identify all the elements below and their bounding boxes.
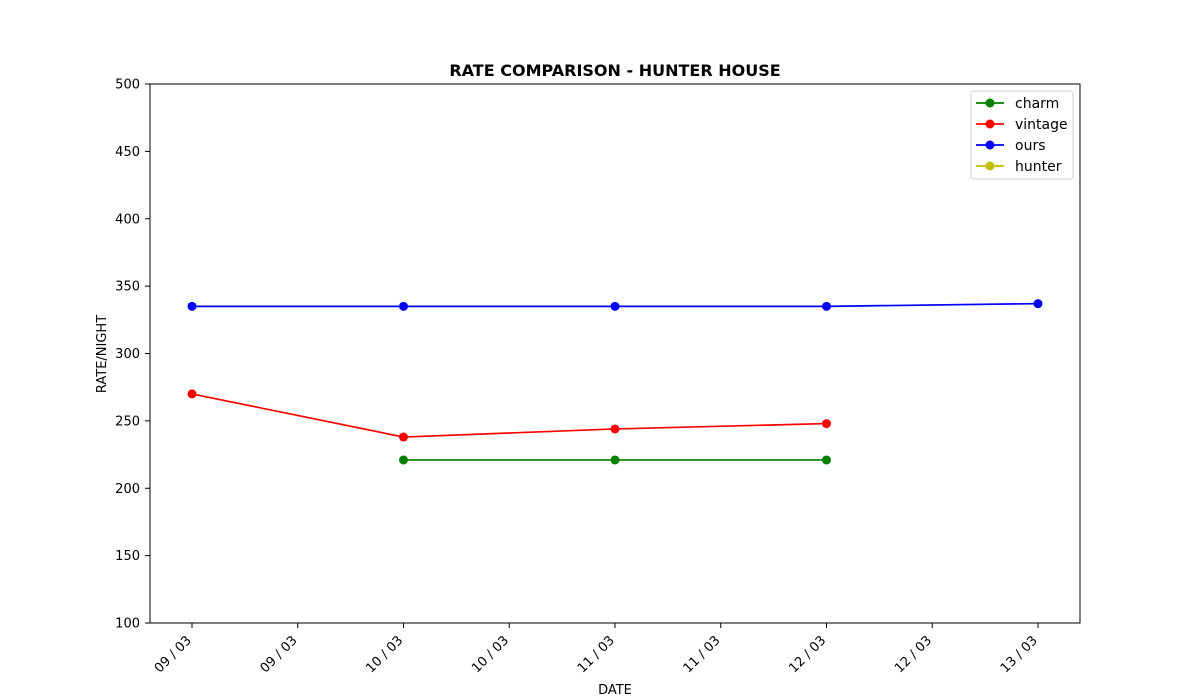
legend-marker [985, 140, 995, 150]
plot-frame [149, 83, 1081, 624]
data-point-ours [187, 301, 197, 311]
y-axis: 100 150 200 250 300 350 400 450 500 [115, 78, 150, 632]
y-tick-label: 250 [115, 414, 140, 429]
y-tick-label: 150 [115, 549, 140, 564]
y-tick-label: 200 [115, 482, 140, 497]
legend-marker [985, 161, 995, 171]
y-tick-label: 450 [115, 145, 140, 160]
legend-box [970, 90, 1074, 180]
legend-item-vintage: vintage [976, 117, 1068, 133]
data-point-vintage [822, 419, 831, 429]
y-tick-label: 350 [115, 280, 140, 295]
legend-label: hunter [1015, 159, 1062, 175]
y-axis-label: RATE/NIGHT [95, 315, 110, 393]
legend: charm vintage ours hunter [970, 90, 1074, 180]
data-point-charm [610, 455, 620, 465]
x-axis-label: DATE [598, 683, 632, 698]
data-point-ours [399, 301, 408, 311]
legend-item-ours: ours [976, 138, 1046, 154]
data-point-charm [399, 455, 408, 465]
legend-item-hunter: hunter [976, 159, 1062, 175]
data-point-vintage [399, 432, 408, 442]
legend-label: ours [1015, 138, 1046, 154]
legend-marker [985, 98, 995, 108]
legend-label: vintage [1015, 117, 1068, 133]
data-point-charm [822, 455, 831, 465]
series-charm [399, 455, 831, 465]
legend-marker [985, 119, 995, 129]
data-point-ours [1033, 299, 1043, 309]
y-tick-label: 500 [115, 78, 140, 93]
series-line-vintage [191, 393, 827, 438]
y-tick-label: 300 [115, 347, 140, 362]
y-tick-label: 400 [115, 212, 140, 227]
y-tick-label: 100 [115, 617, 140, 632]
data-point-vintage [610, 424, 620, 434]
series-ours [187, 299, 1043, 311]
series-vintage [187, 389, 831, 442]
legend-item-charm: charm [976, 96, 1059, 112]
plot-area [187, 299, 1043, 465]
data-point-ours [610, 301, 620, 311]
data-point-ours [822, 301, 831, 311]
chart-title: RATE COMPARISON - HUNTER HOUSE [449, 61, 780, 80]
legend-label: charm [1015, 96, 1059, 112]
data-point-vintage [187, 389, 197, 399]
